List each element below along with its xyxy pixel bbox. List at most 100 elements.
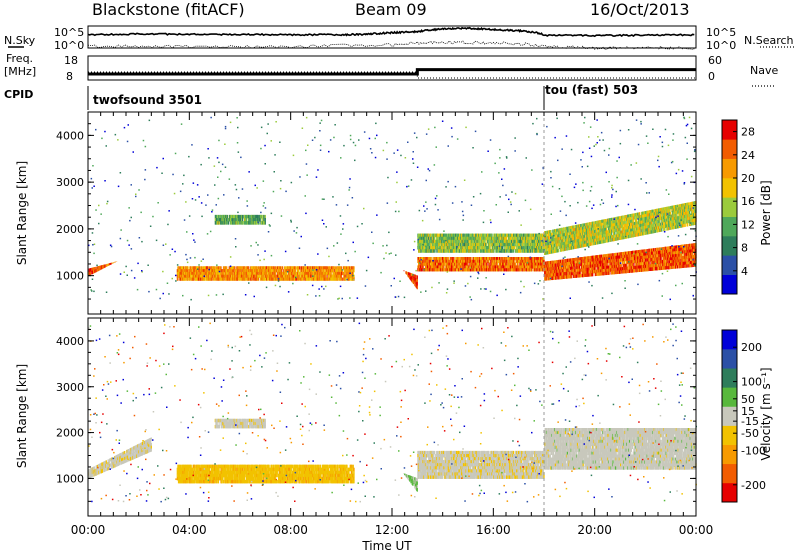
power-cell (480, 257, 482, 261)
power-cell (447, 268, 449, 272)
power-cell (416, 275, 418, 280)
power-cell (531, 236, 533, 241)
power-cell (226, 218, 228, 222)
power-cell (320, 266, 322, 270)
power-cell (424, 246, 427, 250)
power-cell (560, 269, 562, 273)
power-cell (181, 274, 183, 278)
power-cell (432, 233, 434, 238)
power-cell (240, 266, 242, 270)
power-cell (449, 259, 451, 264)
power-cell (520, 242, 522, 247)
power-cell (190, 274, 192, 278)
power-cell (427, 259, 429, 264)
power-cell (685, 258, 687, 262)
power-cell (686, 258, 688, 262)
power-cell (489, 268, 491, 272)
power-cell (453, 242, 455, 247)
power-cell (275, 266, 277, 270)
power-cell (255, 274, 258, 278)
power-cell (483, 268, 486, 272)
power-cell (265, 266, 267, 270)
power-cell (202, 266, 204, 270)
power-cell (300, 271, 303, 276)
power-cell (261, 269, 263, 273)
power-cell (343, 274, 345, 278)
power-cell (456, 268, 458, 272)
power-cell (255, 271, 258, 276)
power-cell (574, 271, 576, 276)
power-cell (432, 268, 434, 272)
power-cell (491, 265, 493, 269)
power-cell (449, 262, 451, 266)
power-cell (320, 271, 322, 276)
power-cell (456, 262, 458, 266)
power-cell (278, 266, 280, 270)
power-cell (179, 274, 182, 278)
power-cell (244, 271, 246, 276)
power-cell (407, 272, 410, 275)
power-cell (529, 239, 531, 244)
power-cell (541, 249, 543, 253)
power-cell (505, 262, 507, 266)
power-cell (231, 266, 233, 270)
power-cell (413, 274, 415, 279)
power-cell (252, 214, 254, 219)
power-cell (263, 218, 265, 222)
power-cell (690, 258, 692, 262)
power-cell (305, 269, 307, 273)
power-cell (307, 274, 309, 278)
power-cell (250, 274, 253, 278)
power-cell (184, 274, 186, 278)
power-cell (200, 269, 202, 273)
power-cell (92, 267, 94, 271)
power-cell (207, 274, 209, 278)
power-cell (451, 246, 453, 250)
power-cell (281, 266, 284, 270)
power-cell (457, 257, 459, 261)
power-cell (302, 277, 304, 281)
power-cell (489, 242, 491, 247)
power-cell (538, 259, 541, 264)
power-cell (555, 263, 557, 267)
power-cell (583, 273, 585, 278)
power-cell (426, 236, 429, 241)
power-cell (457, 259, 459, 264)
power-cell (497, 259, 499, 264)
power-cell (675, 265, 677, 269)
power-cell (191, 271, 193, 276)
power-cell (411, 279, 413, 283)
power-cell (251, 277, 253, 281)
power-cell (445, 257, 447, 261)
power-cell (459, 265, 462, 269)
power-cell (571, 272, 573, 276)
power-cell (339, 269, 341, 273)
power-cell (290, 277, 292, 281)
power-cell (533, 257, 535, 261)
power-cell (316, 274, 318, 278)
power-cell (538, 257, 541, 261)
power-cell (434, 257, 436, 261)
power-cell (495, 239, 497, 244)
power-cell (500, 257, 503, 261)
power-cell (114, 261, 116, 263)
power-cell (248, 218, 250, 222)
power-cell (535, 262, 537, 266)
power-cell (449, 265, 451, 269)
power-cell (221, 271, 223, 276)
power-cell (229, 277, 231, 281)
power-cell (226, 214, 228, 219)
power-cell (464, 262, 467, 266)
power-cell (415, 275, 417, 279)
power-cell (223, 214, 225, 219)
power-cell (466, 268, 468, 272)
power-cell (506, 259, 508, 264)
power-cell (326, 266, 328, 270)
power-cell (449, 257, 451, 261)
power-cell (504, 262, 506, 266)
power-cell (293, 274, 296, 278)
power-cell (178, 266, 180, 270)
power-cell (519, 262, 522, 266)
power-cell (453, 259, 455, 264)
power-cell (350, 271, 353, 276)
